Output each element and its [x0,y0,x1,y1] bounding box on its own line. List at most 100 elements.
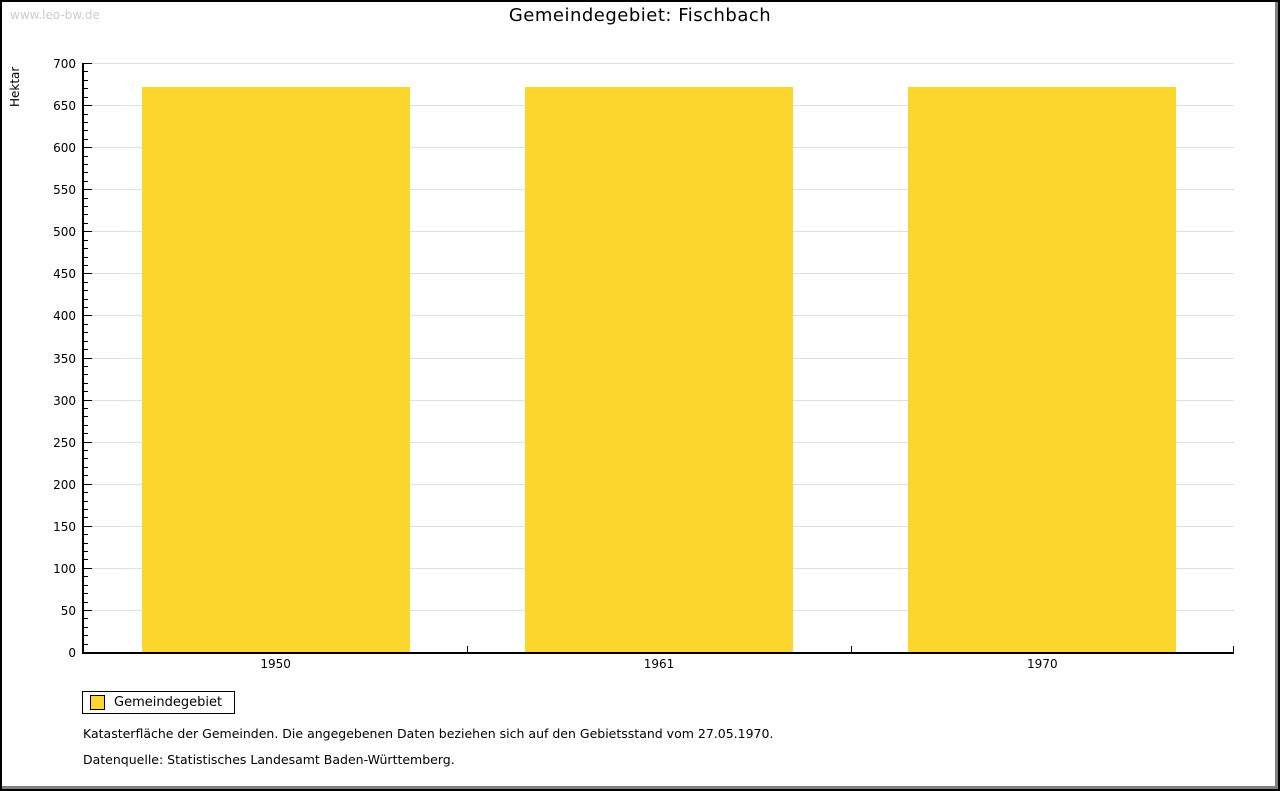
y-minor-tick-390 [84,323,88,325]
y-major-tick-400 [84,315,92,317]
y-minor-tick-140 [84,534,88,536]
y-minor-tick-670 [84,88,88,90]
y-minor-tick-210 [84,475,88,477]
y-minor-tick-580 [84,163,88,165]
y-minor-tick-110 [84,559,88,561]
footnote-source-note: Katasterfläche der Gemeinden. Die angege… [83,726,774,741]
y-minor-tick-430 [84,290,88,292]
x-tick-label-1961: 1961 [643,657,675,671]
chart-title: Gemeindegebiet: Fischbach [508,5,772,26]
y-minor-tick-480 [84,248,88,250]
y-minor-tick-80 [84,584,88,586]
y-minor-tick-340 [84,365,88,367]
y-tick-label-600: 600 [53,141,76,156]
y-minor-tick-170 [84,508,88,510]
y-tick-label-0: 0 [68,646,76,660]
y-minor-tick-90 [84,576,88,578]
y-minor-tick-290 [84,408,88,409]
y-minor-tick-520 [84,214,88,216]
y-major-tick-550 [84,189,92,191]
y-major-tick-600 [84,147,92,149]
y-minor-tick-590 [84,155,88,157]
legend-swatch-icon [90,695,105,710]
y-minor-tick-440 [84,281,88,283]
y-tick-label-300: 300 [53,393,76,408]
y-minor-tick-190 [84,492,88,494]
y-minor-tick-230 [84,458,88,460]
y-minor-tick-630 [84,121,88,123]
y-tick-label-550: 550 [53,183,76,198]
x-boundary-tick-2 [850,646,852,652]
y-minor-tick-30 [84,626,88,628]
y-minor-tick-220 [84,466,88,468]
x-tick-label-1970: 1970 [1027,657,1058,671]
y-minor-tick-640 [84,113,88,115]
y-major-tick-650 [84,105,92,107]
y-minor-tick-560 [84,180,88,182]
y-minor-tick-70 [84,593,88,595]
y-tick-label-500: 500 [53,225,76,240]
y-major-tick-150 [84,525,92,527]
y-major-tick-100 [84,567,92,569]
y-minor-tick-260 [84,433,88,435]
y-tick-label-400: 400 [53,309,76,324]
x-tick-label-1950: 1950 [260,657,291,671]
y-minor-tick-510 [84,222,88,224]
y-tick-label-100: 100 [53,561,76,576]
y-axis-title: Hektar [8,66,22,107]
x-boundary-tick-1 [467,646,469,652]
y-minor-tick-690 [84,71,88,73]
y-major-tick-50 [84,609,92,611]
y-minor-tick-380 [84,332,88,334]
y-minor-tick-130 [84,542,88,544]
y-minor-tick-620 [84,130,88,132]
y-axis-labels: 0 50 100 150 200 250 300 350 400 450 500 550 600 650 7… [32,57,76,660]
y-tick-label-200: 200 [53,477,76,492]
y-major-tick-700 [84,63,92,64]
bar-1961 [524,86,794,652]
y-minor-tick-330 [84,374,88,376]
y-major-tick-250 [84,441,92,443]
y-minor-tick-120 [84,551,88,553]
y-major-tick-450 [84,273,92,275]
y-minor-tick-270 [84,424,88,426]
y-minor-tick-410 [84,307,88,309]
y-minor-tick-370 [84,340,88,342]
legend: Gemeindegebiet [82,691,236,714]
y-minor-tick-360 [84,349,88,351]
y-tick-label-450: 450 [53,267,76,282]
y-minor-tick-490 [84,239,88,241]
y-minor-tick-10 [84,643,88,645]
plot-area [82,63,1234,654]
y-minor-tick-470 [84,256,88,258]
y-tick-label-350: 350 [53,351,76,366]
y-minor-tick-310 [84,391,88,393]
y-major-tick-200 [84,483,92,485]
x-axis-labels: 1950 1961 1970 [84,657,1234,673]
y-major-tick-300 [84,399,92,401]
y-minor-tick-540 [84,197,88,199]
y-minor-tick-570 [84,172,88,174]
y-minor-tick-610 [84,138,88,140]
bar-1950 [141,86,410,652]
y-minor-tick-60 [84,601,88,603]
y-minor-tick-660 [84,96,88,98]
x-boundary-tick-3 [1233,646,1234,652]
watermark: www.leo-bw.de [10,8,100,22]
gridline-700 [84,63,1234,64]
y-tick-label-150: 150 [53,519,76,534]
y-tick-label-50: 50 [60,603,76,618]
footnote-data-source: Datenquelle: Statistisches Landesamt Bad… [83,752,455,767]
y-minor-tick-460 [84,264,88,266]
legend-label: Gemeindegebiet [114,695,223,710]
y-minor-tick-420 [84,298,88,300]
y-minor-tick-240 [84,450,88,452]
y-minor-tick-160 [84,517,88,519]
y-minor-tick-680 [84,79,88,81]
y-minor-tick-320 [84,382,88,384]
y-minor-tick-530 [84,206,88,208]
y-minor-tick-40 [84,618,88,620]
y-major-tick-500 [84,231,92,233]
y-minor-tick-280 [84,416,88,418]
